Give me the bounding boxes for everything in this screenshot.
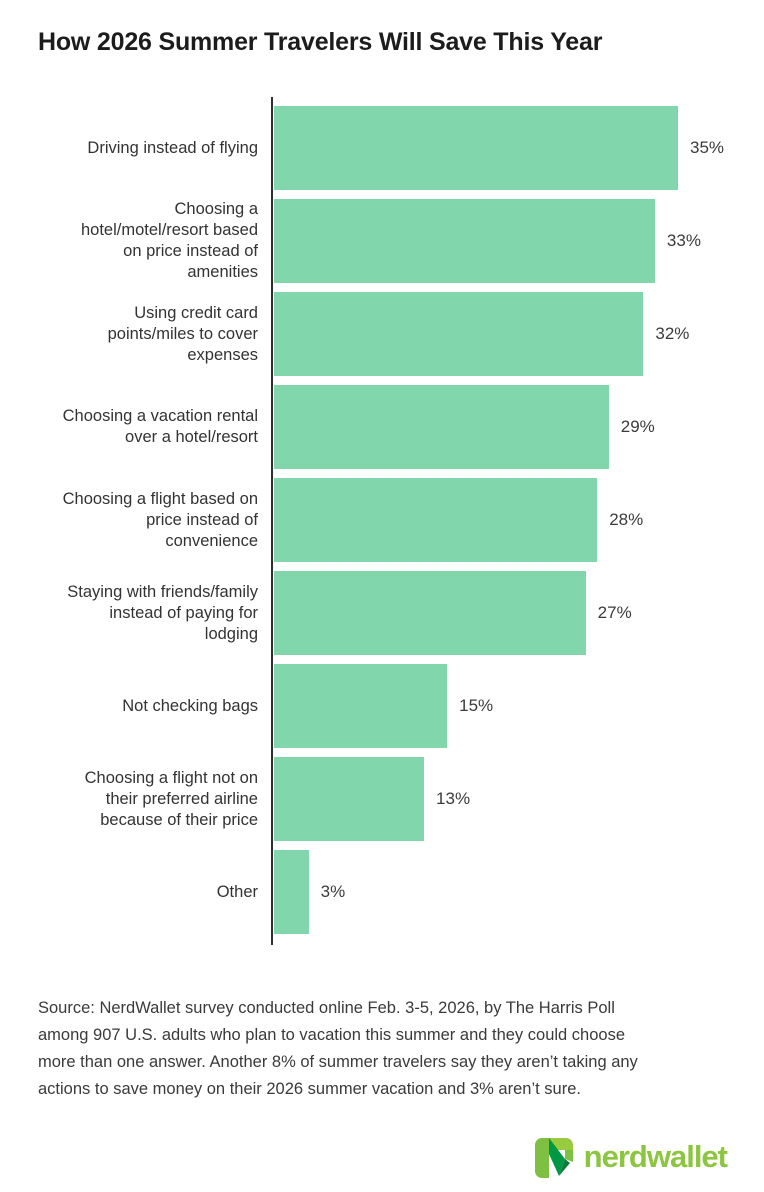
category-label: Other [216, 882, 258, 901]
bar-row: Not checking bags 15% [38, 664, 764, 748]
value-label: 35% [690, 138, 725, 157]
bar-chart: Driving instead of flying 35% Choosing a h… [38, 97, 764, 945]
category-label: Choosing a vacation rental over a hotel/… [62, 407, 258, 446]
nerdwallet-wordmark: nerdwallet [583, 1139, 728, 1174]
bar [274, 664, 448, 748]
category-label: Using credit card points/miles to cover … [107, 303, 258, 364]
bar-row: Choosing a flight not on their preferred… [38, 757, 764, 841]
bar-row: Choosing a hotel/motel/resort based on p… [38, 199, 764, 283]
nerdwallet-logo: nerdwallet [533, 1136, 728, 1180]
value-label: 13% [436, 789, 471, 808]
value-label: 3% [320, 882, 346, 901]
bar [274, 385, 609, 469]
chart-title: How 2026 Summer Travelers Will Save This… [38, 28, 603, 56]
value-label: 33% [666, 231, 701, 250]
y-axis-line [271, 97, 273, 945]
value-label: 27% [597, 603, 632, 622]
bar [274, 571, 586, 655]
bar-row: Driving instead of flying 35% [38, 106, 764, 190]
category-label: Not checking bags [122, 696, 258, 715]
bar [274, 199, 655, 283]
bar [274, 292, 644, 376]
nerdwallet-n-icon [534, 1138, 573, 1178]
bar-rows-container: Driving instead of flying 35% Choosing a h… [38, 106, 764, 934]
bar-row: Other 3% [38, 850, 764, 934]
bar-row: Choosing a vacation rental over a hotel/… [38, 385, 764, 469]
bar [274, 850, 309, 934]
value-label: 15% [459, 696, 494, 715]
bar-row: Choosing a flight based on price instead… [38, 478, 764, 562]
category-label: Staying with friends/family instead of p… [67, 582, 258, 643]
category-label: Choosing a flight not on their preferred… [84, 768, 258, 829]
bar-row: Staying with friends/family instead of p… [38, 571, 764, 655]
category-label: Choosing a flight based on price instead… [62, 489, 258, 550]
source-note: Source: NerdWallet survey conducted onli… [38, 999, 638, 1098]
bar-row: Using credit card points/miles to cover … [38, 292, 764, 376]
value-label: 32% [655, 324, 690, 343]
value-label: 29% [620, 417, 655, 436]
value-label: 28% [609, 510, 644, 529]
category-label: Driving instead of flying [87, 138, 258, 157]
bar [274, 757, 425, 841]
bar [274, 478, 598, 562]
category-label: Choosing a hotel/motel/resort based on p… [80, 200, 258, 281]
bar [274, 106, 678, 190]
